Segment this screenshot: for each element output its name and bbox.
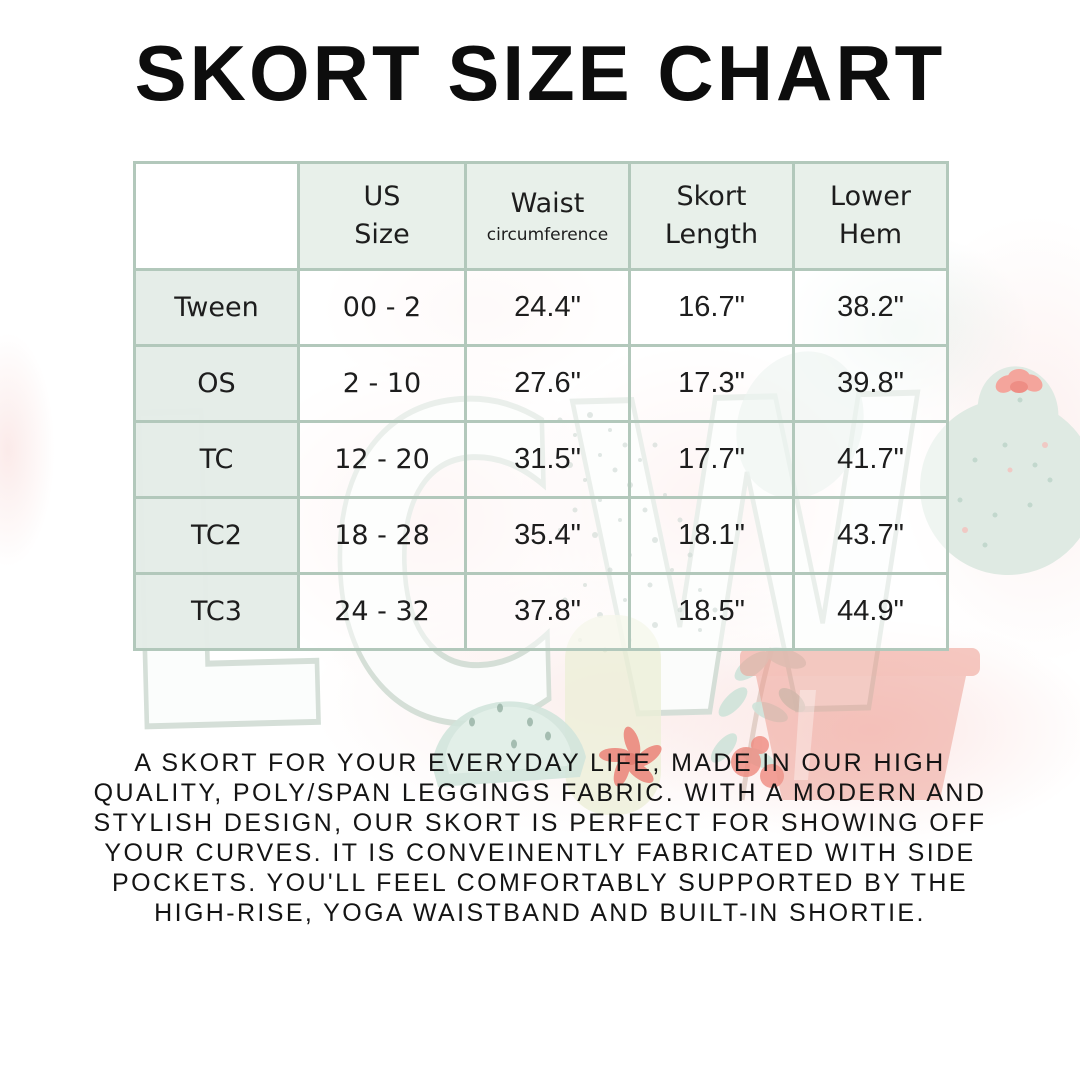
cell-us-size: 24 - 32 (297, 572, 467, 651)
column-header-line: Length (664, 219, 759, 250)
row-label: OS (133, 344, 300, 423)
product-description: A SKORT FOR YOUR EVERYDAY LIFE, MADE IN … (93, 749, 987, 927)
cell-us-size: 12 - 20 (297, 420, 467, 499)
corner-cell (133, 161, 300, 271)
cell-lower-hem: 39.8" (792, 344, 949, 423)
coral-flower (599, 726, 662, 787)
cell-skort-length: 16.7" (628, 268, 795, 347)
cell-skort-length: 17.7" (628, 420, 795, 499)
size-table: US Size Waist circumference Skort Length… (133, 161, 949, 651)
column-header-line: Lower (830, 181, 911, 212)
table-row-tc2: TC2 18 - 28 35.4" 18.1" 43.7" (133, 496, 949, 575)
column-header-line: US (363, 181, 401, 212)
page-title: SKORT SIZE CHART (134, 29, 946, 117)
cell-us-size: 2 - 10 (297, 344, 467, 423)
cell-skort-length: 18.1" (628, 496, 795, 575)
watermelon-illustration (432, 701, 586, 787)
cactus-flower (995, 369, 1043, 393)
col-header-us-size: US Size (297, 161, 467, 271)
cell-waist: 24.4" (464, 268, 631, 347)
row-label: TC2 (133, 496, 300, 575)
table-header-row: US Size Waist circumference Skort Length… (133, 161, 949, 271)
row-label: TC3 (133, 572, 300, 651)
table-row-tween: Tween 00 - 2 24.4" 16.7" 38.2" (133, 268, 949, 347)
col-header-waist: Waist circumference (464, 161, 631, 271)
cell-lower-hem: 38.2" (792, 268, 949, 347)
table-row-tc3: TC3 24 - 32 37.8" 18.5" 44.9" (133, 572, 949, 651)
cell-us-size: 18 - 28 (297, 496, 467, 575)
col-header-skort-length: Skort Length (628, 161, 795, 271)
col-header-lower-hem: Lower Hem (792, 161, 949, 271)
red-blossoms (731, 736, 784, 788)
cell-waist: 27.6" (464, 344, 631, 423)
cell-lower-hem: 44.9" (792, 572, 949, 651)
column-header-subline: circumference (486, 225, 609, 245)
column-header-line: Size (354, 219, 410, 250)
cell-skort-length: 17.3" (628, 344, 795, 423)
cell-skort-length: 18.5" (628, 572, 795, 651)
cactus-illustration (920, 366, 1080, 575)
flower-pot-illustration (740, 648, 980, 800)
cell-lower-hem: 43.7" (792, 496, 949, 575)
column-header-line: Skort (676, 181, 747, 212)
cell-us-size: 00 - 2 (297, 268, 467, 347)
cell-lower-hem: 41.7" (792, 420, 949, 499)
row-label: TC (133, 420, 300, 499)
table-row-tc: TC 12 - 20 31.5" 17.7" 41.7" (133, 420, 949, 499)
table-row-os: OS 2 - 10 27.6" 17.3" 39.8" (133, 344, 949, 423)
column-header-line: Waist (510, 188, 585, 219)
cell-waist: 35.4" (464, 496, 631, 575)
cell-waist: 37.8" (464, 572, 631, 651)
row-label: Tween (133, 268, 300, 347)
cell-waist: 31.5" (464, 420, 631, 499)
column-header-line: Hem (838, 219, 903, 250)
